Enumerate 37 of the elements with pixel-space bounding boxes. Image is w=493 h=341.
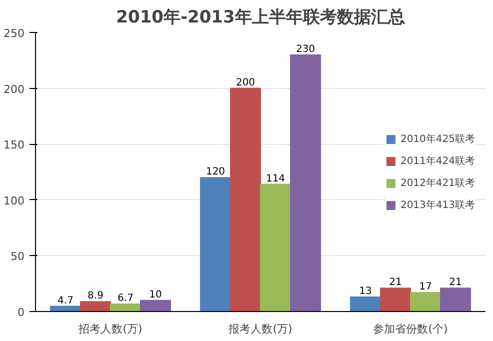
y-tick-label: 150 (4, 138, 25, 152)
legend-label: 2010年425联考 (400, 132, 475, 146)
x-tick-label: 参加省份数(个) (373, 322, 448, 336)
bar (80, 301, 111, 312)
legend-label: 2011年424联考 (400, 154, 475, 168)
data-label: 6.7 (118, 293, 134, 304)
bar (230, 88, 261, 312)
chart-title: 2010年-2013年上半年联考数据汇总 (116, 8, 405, 28)
data-label: 120 (206, 166, 226, 178)
data-label: 230 (296, 44, 316, 55)
bar (350, 296, 381, 312)
bar (440, 288, 471, 312)
data-label: 200 (236, 77, 256, 88)
y-tick-label: 200 (4, 82, 25, 96)
x-tick-label: 报考人数(万) (228, 322, 292, 336)
bar (140, 300, 171, 312)
data-label: 114 (266, 173, 286, 184)
bar (110, 304, 141, 312)
bar (200, 177, 231, 312)
bar (380, 288, 411, 312)
legend-label: 2013年413联考 (400, 198, 475, 212)
data-label: 10 (149, 289, 162, 300)
bar (290, 54, 321, 312)
y-tick-label: 0 (18, 306, 24, 319)
legend-label: 2012年421联考 (400, 176, 475, 190)
data-label: 21 (449, 277, 462, 288)
data-label: 17 (419, 282, 432, 293)
bar (260, 184, 291, 312)
data-label: 4.7 (58, 295, 74, 306)
y-tick-label: 250 (4, 27, 25, 40)
x-tick-label: 招考人数(万) (78, 322, 142, 336)
data-label: 8.9 (88, 290, 104, 302)
y-tick-label: 50 (10, 250, 25, 264)
bar (410, 292, 441, 312)
y-tick-label: 100 (4, 194, 25, 208)
data-label: 21 (389, 277, 402, 288)
data-label: 13 (359, 286, 372, 297)
